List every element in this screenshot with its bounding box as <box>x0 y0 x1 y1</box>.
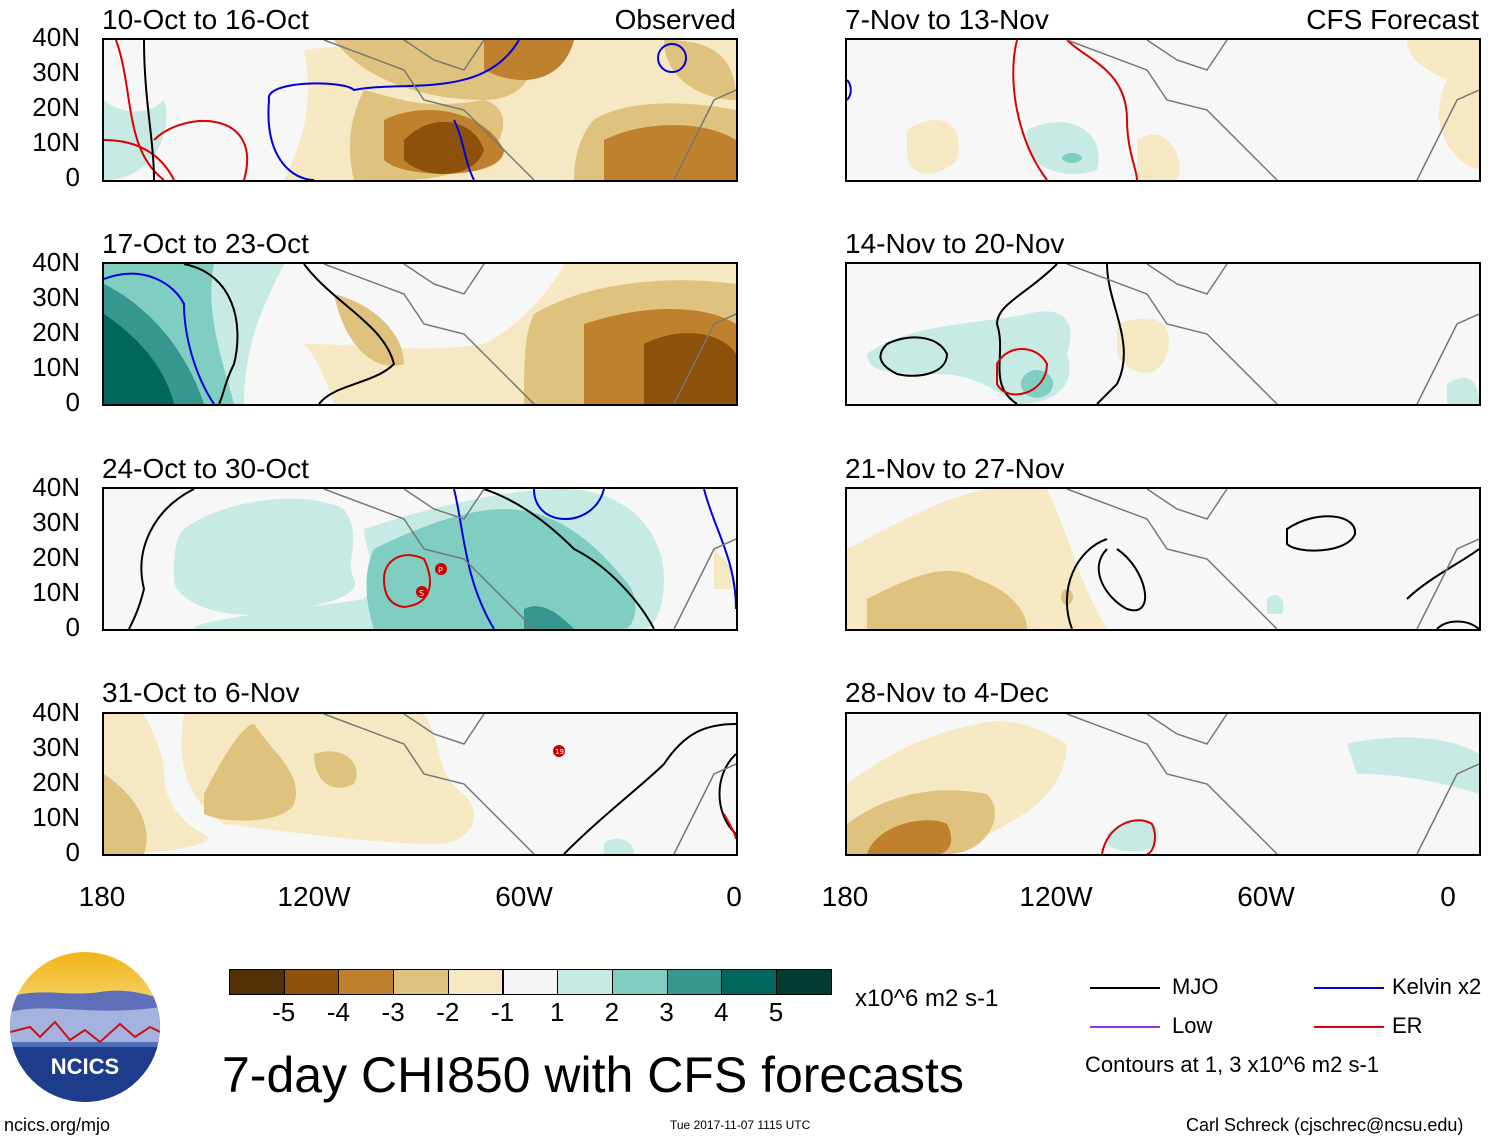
lat-label: 0 <box>65 612 80 642</box>
colorbar-label: 4 <box>714 997 729 1027</box>
colorbar-swatch <box>393 969 449 995</box>
panel-title: 7-Nov to 13-Nov <box>845 4 1049 35</box>
lat-label: 0 <box>65 387 80 417</box>
legend-label-er: ER <box>1392 1013 1423 1038</box>
storm-label: S <box>419 589 424 598</box>
colorbar-label: 3 <box>659 997 674 1027</box>
colorbar-label: 2 <box>604 997 620 1027</box>
colorbar-label: -5 <box>272 997 296 1027</box>
lon-label: 60W <box>1237 881 1295 912</box>
map-panel: P S <box>102 487 738 631</box>
logo-text: NCICS <box>51 1054 119 1079</box>
legend-label-mjo: MJO <box>1172 974 1219 999</box>
colorbar-swatch <box>776 969 832 995</box>
main-title: 7-day CHI850 with CFS forecasts <box>222 1047 964 1103</box>
colorbar-label: -2 <box>436 997 460 1027</box>
panel-title: 21-Nov to 27-Nov <box>845 453 1065 484</box>
map-panel <box>845 487 1481 631</box>
lat-label: 40N <box>32 22 80 52</box>
colorbar-units: x10^6 m2 s-1 <box>855 985 999 1012</box>
lat-label: 30N <box>32 507 80 537</box>
colorbar-swatch <box>447 969 504 995</box>
panel-subtitle: Observed <box>614 4 736 35</box>
colorbar-label: 1 <box>549 997 565 1027</box>
storm-label: P <box>438 566 443 575</box>
lat-label: 20N <box>32 767 80 797</box>
footer-url[interactable]: ncics.org/mjo <box>4 1115 111 1135</box>
panel-title: 24-Oct to 30-Oct <box>102 453 309 484</box>
legend-line-low <box>1090 1026 1160 1028</box>
footer-author: Carl Schreck (cjschrec@ncsu.edu) <box>1186 1115 1464 1135</box>
lon-label: 0 <box>726 881 742 912</box>
map-panel <box>845 262 1481 406</box>
lat-label: 20N <box>32 92 80 122</box>
colorbar-label: -4 <box>326 997 350 1027</box>
colorbar-swatch <box>229 969 285 995</box>
colorbar-swatch <box>721 969 777 995</box>
colorbar-swatch <box>502 969 559 995</box>
lat-label: 20N <box>32 317 80 347</box>
colorbar-swatch <box>338 969 395 995</box>
timestamp: Tue 2017-11-07 1115 UTC <box>670 1118 811 1132</box>
panel-title: 28-Nov to 4-Dec <box>845 677 1049 708</box>
storm-label: 19 <box>555 748 564 756</box>
lat-label: 10N <box>32 127 80 157</box>
map-panel <box>845 712 1481 856</box>
ncics-logo: NCICS <box>10 952 160 1102</box>
lat-label: 0 <box>65 837 80 867</box>
panel-title: 31-Oct to 6-Nov <box>102 677 300 708</box>
legend-line-kelvin <box>1314 987 1384 989</box>
lat-label: 10N <box>32 352 80 382</box>
colorbar-swatch <box>283 969 340 995</box>
lat-label: 10N <box>32 802 80 832</box>
lat-label: 10N <box>32 577 80 607</box>
lat-label: 0 <box>65 162 80 192</box>
panel-subtitle: CFS Forecast <box>1306 4 1479 35</box>
lat-label: 30N <box>32 732 80 762</box>
lon-label: 120W <box>277 881 351 912</box>
legend-line-mjo <box>1090 987 1160 989</box>
lon-label: 120W <box>1019 881 1093 912</box>
legend-label-kelvin: Kelvin x2 <box>1392 974 1482 999</box>
colorbar-label: -1 <box>490 997 515 1027</box>
lon-label: 180 <box>78 881 126 912</box>
map-panel <box>102 38 738 182</box>
lat-label: 40N <box>32 247 80 277</box>
lat-label: 30N <box>32 282 80 312</box>
panel-title: 17-Oct to 23-Oct <box>102 228 309 259</box>
colorbar-label: -3 <box>381 997 405 1027</box>
legend-label-low: Low <box>1172 1013 1213 1038</box>
legend-line-er <box>1314 1026 1384 1028</box>
colorbar-swatch <box>666 969 723 995</box>
contours-note: Contours at 1, 3 x10^6 m2 s-1 <box>1085 1052 1380 1077</box>
map-panel: 19 <box>102 712 738 856</box>
panel-title: 14-Nov to 20-Nov <box>845 228 1065 259</box>
lon-label: 0 <box>1440 881 1456 912</box>
panel-title: 10-Oct to 16-Oct <box>102 4 309 35</box>
map-panel <box>845 38 1481 182</box>
colorbar-swatch <box>557 969 613 995</box>
lon-label: 180 <box>821 881 869 912</box>
colorbar-label: 5 <box>768 997 784 1027</box>
lat-label: 40N <box>32 697 80 727</box>
lat-label: 40N <box>32 472 80 502</box>
lat-label: 20N <box>32 542 80 572</box>
lon-label: 60W <box>495 881 553 912</box>
map-panel <box>102 262 738 406</box>
colorbar-swatch <box>611 969 668 995</box>
lat-label: 30N <box>32 57 80 87</box>
